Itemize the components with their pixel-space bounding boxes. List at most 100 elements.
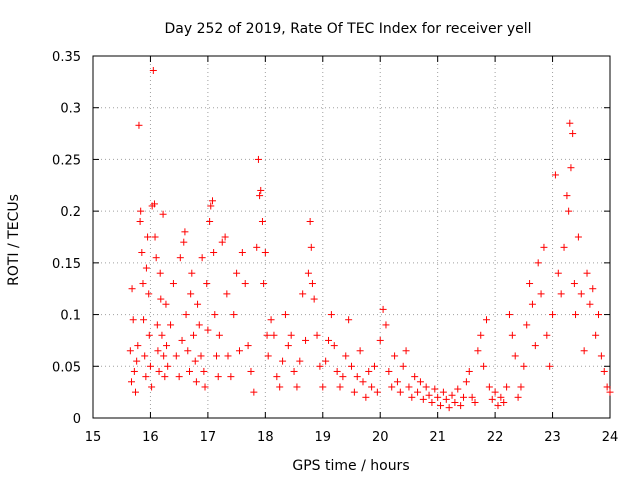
data-point <box>180 238 188 246</box>
data-point <box>172 352 180 360</box>
data-point <box>414 388 422 396</box>
data-point <box>572 311 580 319</box>
data-point <box>330 342 338 350</box>
data-point <box>566 119 574 127</box>
data-point <box>241 280 249 288</box>
data-point <box>557 290 565 298</box>
data-point <box>181 228 189 236</box>
data-point <box>187 290 195 298</box>
data-point <box>261 249 269 257</box>
data-point <box>313 331 321 339</box>
data-point <box>192 378 200 386</box>
data-point <box>132 388 140 396</box>
data-point <box>370 362 378 370</box>
data-point <box>595 311 603 319</box>
data-point <box>154 347 162 355</box>
data-point <box>260 280 268 288</box>
data-point <box>267 316 275 324</box>
data-point <box>448 391 456 399</box>
data-point <box>567 164 575 172</box>
data-point <box>148 383 156 391</box>
data-point <box>586 300 594 308</box>
data-point <box>270 331 278 339</box>
data-point <box>534 259 542 267</box>
data-point <box>385 367 393 375</box>
data-point <box>304 269 312 277</box>
data-point <box>497 393 505 401</box>
data-point <box>130 367 138 375</box>
data-point <box>322 357 330 365</box>
data-point <box>348 362 355 370</box>
y-tick-label: 0.1 <box>60 309 81 324</box>
data-point <box>157 295 165 303</box>
data-point <box>208 197 216 205</box>
data-point <box>227 373 235 381</box>
data-point <box>345 316 353 324</box>
data-point <box>359 378 367 386</box>
data-point <box>299 290 307 298</box>
data-point <box>396 388 404 396</box>
data-point <box>195 321 203 329</box>
data-point <box>155 367 163 375</box>
x-axis-label: GPS time / hours <box>292 458 409 474</box>
data-point <box>468 393 476 401</box>
data-point <box>583 269 591 277</box>
data-point <box>500 398 508 406</box>
data-point <box>543 331 551 339</box>
data-point <box>580 347 588 355</box>
data-point <box>589 285 597 293</box>
data-point <box>306 217 314 225</box>
x-tick-label: 18 <box>257 430 274 445</box>
x-tick-label: 22 <box>487 430 504 445</box>
data-point <box>152 254 160 262</box>
data-point <box>477 331 485 339</box>
data-point <box>162 300 170 308</box>
x-tick-label: 17 <box>200 430 217 445</box>
data-point <box>307 243 315 251</box>
data-point <box>211 311 219 319</box>
data-point <box>520 362 528 370</box>
data-point <box>176 254 184 262</box>
data-point <box>126 347 134 355</box>
data-point <box>554 269 562 277</box>
data-point <box>333 367 341 375</box>
data-point <box>600 367 608 375</box>
data-point <box>160 352 168 360</box>
data-point <box>254 155 262 163</box>
data-point <box>531 342 539 350</box>
data-point <box>494 402 502 410</box>
data-point <box>480 362 488 370</box>
data-point <box>142 373 150 381</box>
data-point <box>150 200 158 208</box>
data-point <box>316 362 324 370</box>
data-point <box>488 395 496 403</box>
data-point <box>140 316 148 324</box>
data-point <box>393 378 401 386</box>
data-point <box>207 202 215 210</box>
y-tick-label: 0.2 <box>60 205 81 220</box>
data-point <box>158 331 166 339</box>
data-point <box>402 347 410 355</box>
data-point <box>218 238 226 246</box>
data-point <box>194 300 202 308</box>
data-point <box>221 233 229 241</box>
data-point <box>442 395 450 403</box>
x-tick-label: 21 <box>429 430 446 445</box>
data-point <box>503 383 511 391</box>
data-point <box>592 331 600 339</box>
data-point <box>327 311 335 319</box>
data-point <box>128 285 136 293</box>
data-point <box>574 233 582 241</box>
data-point <box>263 331 271 339</box>
data-point <box>353 373 361 381</box>
data-point <box>156 269 164 277</box>
data-point <box>422 383 430 391</box>
data-point <box>224 352 232 360</box>
data-point <box>200 367 208 375</box>
data-point <box>465 367 473 375</box>
data-point <box>457 402 465 410</box>
data-point <box>287 331 295 339</box>
data-point <box>159 210 167 218</box>
data-point <box>161 373 169 381</box>
